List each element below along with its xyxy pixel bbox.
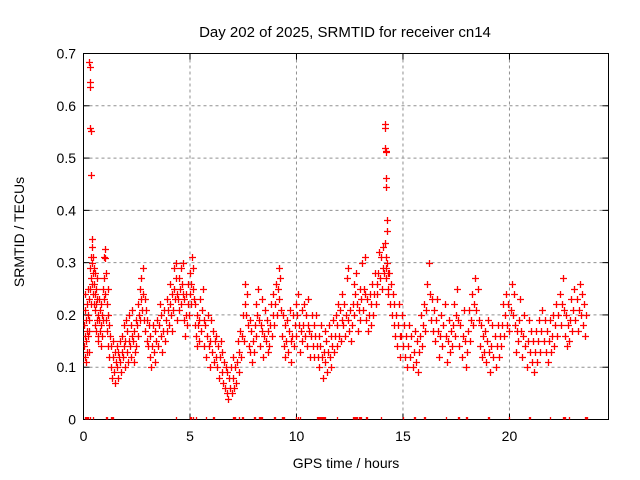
y-tick-label: 0.7	[57, 46, 77, 62]
y-tick-label: 0.3	[57, 255, 77, 271]
data-points	[83, 59, 590, 420]
series-srmtid-markers	[83, 59, 590, 420]
x-tick-label: 5	[186, 428, 194, 444]
x-tick-label: 20	[502, 428, 518, 444]
chart-title: Day 202 of 2025, SRMTID for receiver cn1…	[199, 24, 491, 41]
x-tick-label: 15	[395, 428, 411, 444]
y-axis-label: SRMTID / TECUs	[11, 177, 27, 287]
grid-lines	[83, 53, 609, 420]
y-tick-label: 0.5	[57, 150, 77, 166]
y-tick-label: 0.4	[57, 202, 77, 218]
x-tick-label: 0	[80, 428, 88, 444]
tick-labels: 0 5 10 15 20 0 0.1 0.2 0.3 0.4 0.5 0.6 0.7	[57, 46, 518, 445]
axis-ticks	[83, 53, 609, 420]
plot-border	[83, 53, 609, 420]
y-tick-label: 0.2	[57, 307, 77, 323]
y-tick-label: 0.6	[57, 98, 77, 114]
y-tick-label: 0	[68, 412, 76, 428]
x-axis-label: GPS time / hours	[293, 455, 400, 471]
y-tick-label: 0.1	[57, 359, 77, 375]
x-tick-label: 10	[289, 428, 305, 444]
